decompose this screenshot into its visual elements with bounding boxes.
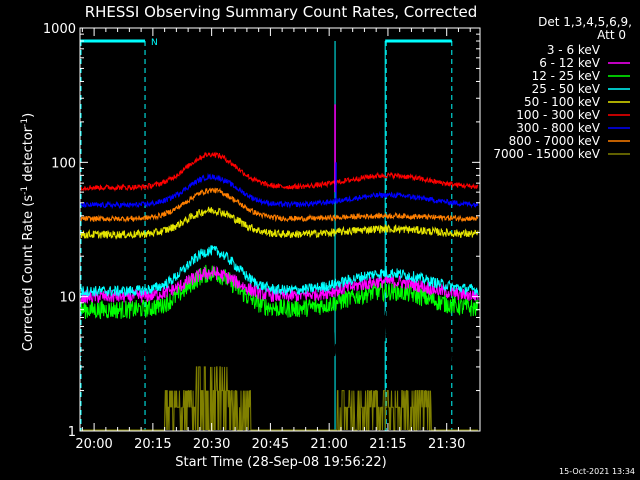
series-line-800-7000-kev [80, 187, 479, 223]
y-axis-label-part1: Corrected Count Rate (s [21, 195, 36, 352]
x-tick-label: 20:15 [134, 437, 171, 452]
x-axis: 20:00 20:15 20:30 20:45 21:00 21:15 21:30 [75, 28, 471, 452]
series-line-7000-15000-kev [81, 366, 478, 431]
legend-label: 12 - 25 keV [532, 69, 601, 83]
x-tick-label: 20:00 [75, 437, 112, 452]
chart-title: RHESSI Observing Summary Count Rates, Co… [85, 3, 478, 21]
legend-label: 3 - 6 keV [547, 43, 601, 57]
x-tick-label: 20:45 [252, 437, 289, 452]
y-tick-label: 1 [68, 425, 76, 440]
night-flag-label: N [151, 38, 158, 48]
y-tick-label: 100 [51, 156, 76, 171]
legend-label: 7000 - 15000 keV [493, 147, 600, 161]
x-tick-label: 20:30 [193, 437, 230, 452]
x-axis-label: Start Time (28-Sep-08 19:56:22) [175, 455, 386, 470]
y-tick-label: 1000 [43, 22, 76, 37]
y-axis-label-part3: ) [21, 113, 36, 118]
legend-label: 800 - 7000 keV [509, 134, 601, 148]
y-axis: 1 10 100 1000 [43, 22, 480, 440]
series-line-12-25-kev [80, 264, 479, 320]
y-tick-label: 10 [59, 291, 76, 306]
y-axis-label-superscript2: -1 [20, 118, 30, 127]
legend-header-line2: Att 0 [597, 28, 626, 42]
generation-timestamp: 15-Oct-2021 13:34 [559, 467, 635, 476]
legend-label: 50 - 100 keV [524, 95, 601, 109]
series-line-3-6-kev [80, 303, 479, 375]
series-line-100-300-kev [80, 151, 479, 192]
legend-label: 300 - 800 keV [516, 121, 600, 135]
x-tick-label: 21:30 [428, 437, 465, 452]
y-axis-label-part2: detector [21, 126, 36, 186]
legend-label: 25 - 50 keV [532, 82, 601, 96]
legend-label: 6 - 12 keV [539, 56, 601, 70]
legend-header-line1: Det 1,3,4,5,6,9, [538, 15, 632, 29]
x-tick-label: 21:15 [369, 437, 406, 452]
series-line-25-50-kev [80, 245, 479, 298]
plot-frame [79, 27, 481, 432]
x-tick-label: 21:00 [310, 437, 347, 452]
y-axis-label: Corrected Count Rate (s-1 detector-1) [20, 113, 36, 351]
y-axis-label-superscript1: -1 [20, 186, 30, 195]
legend-label: 100 - 300 keV [516, 108, 600, 122]
plot-area: N [80, 38, 479, 431]
series-line-50-100-kev [80, 206, 479, 240]
series-line-300-800-kev [80, 172, 479, 210]
series-line-6-12-kev [80, 265, 479, 304]
